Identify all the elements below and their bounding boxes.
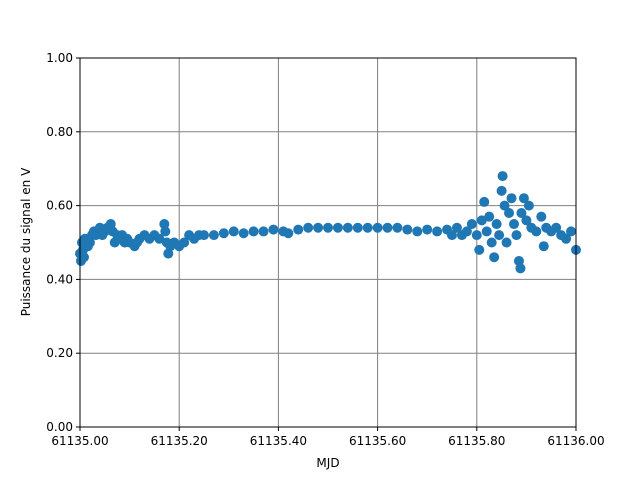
scatter-point [313, 222, 324, 233]
scatter-point [422, 224, 433, 235]
scatter-point [486, 237, 497, 248]
scatter-point [496, 185, 507, 196]
x-tick-label: 61135.20 [151, 434, 208, 448]
scatter-point [451, 222, 462, 233]
scatter-point [494, 230, 505, 241]
scatter-point [497, 171, 508, 182]
scatter-point [536, 211, 547, 222]
scatter-point [432, 226, 443, 237]
scatter-point [372, 222, 383, 233]
scatter-point [160, 226, 171, 237]
scatter-point [412, 226, 423, 237]
y-tick-label: 0.20 [46, 346, 73, 360]
scatter-point [248, 226, 259, 237]
x-tick-label: 61135.40 [250, 434, 307, 448]
scatter-point [511, 230, 522, 241]
y-tick-label: 0.60 [46, 199, 73, 213]
scatter-point [531, 226, 542, 237]
scatter-point [199, 230, 209, 241]
scatter-point [471, 230, 482, 241]
scatter-point [518, 193, 529, 204]
scatter-point [238, 228, 249, 239]
scatter-point [208, 230, 219, 241]
scatter-point [551, 222, 562, 233]
scatter-point [283, 228, 294, 239]
scatter-point [515, 263, 526, 274]
scatter-point [228, 226, 239, 237]
scatter-point [268, 224, 279, 235]
x-tick-label: 61135.60 [349, 434, 406, 448]
scatter-point [218, 228, 229, 239]
scatter-point [447, 230, 457, 241]
scatter-point [538, 241, 549, 252]
scatter-point [466, 219, 477, 230]
plot-frame [79, 57, 577, 428]
scatter-point [501, 237, 512, 248]
scatter-point [561, 233, 572, 244]
scatter-point [479, 196, 490, 207]
scatter-point [332, 222, 343, 233]
scatter-point [499, 200, 510, 211]
scatter-point [474, 244, 485, 255]
x-tick-label: 61136.00 [547, 434, 604, 448]
scatter-point [78, 252, 89, 263]
x-tick-label: 61135.80 [448, 434, 505, 448]
scatter-point [504, 207, 515, 218]
scatter-point [521, 215, 532, 226]
scatter-point [179, 237, 190, 248]
scatter-point [481, 226, 492, 237]
scatter-point [362, 222, 373, 233]
scatter-point [461, 226, 472, 237]
scatter-point [523, 200, 534, 211]
scatter-point [402, 224, 413, 235]
y-tick-label: 0.40 [46, 272, 73, 286]
scatter-point [382, 222, 393, 233]
scatter-point [566, 226, 577, 237]
scatter-point [342, 222, 353, 233]
scatter-point [476, 215, 487, 226]
scatter-point [509, 219, 519, 230]
scatter-point [506, 193, 517, 204]
scatter-point [323, 222, 333, 233]
scatter-point [484, 211, 495, 222]
y-tick-label: 0.80 [46, 125, 73, 139]
scatter-point [352, 222, 363, 233]
scatter-point [491, 219, 502, 230]
scatter-point [154, 233, 165, 244]
scatter-point [516, 207, 527, 218]
scatter-point [293, 224, 304, 235]
x-axis-label: MJD [316, 456, 339, 470]
scatter-point [258, 226, 269, 237]
scatter-point [159, 219, 170, 230]
scatter-point [489, 252, 500, 263]
x-tick-label: 61135.00 [51, 434, 108, 448]
scatter-point [303, 222, 314, 233]
scatter-point [392, 222, 403, 233]
y-tick-label: 0.00 [46, 420, 73, 434]
y-tick-label: 1.00 [46, 51, 73, 65]
y-axis-label: Puissance du signal en V [19, 167, 33, 316]
